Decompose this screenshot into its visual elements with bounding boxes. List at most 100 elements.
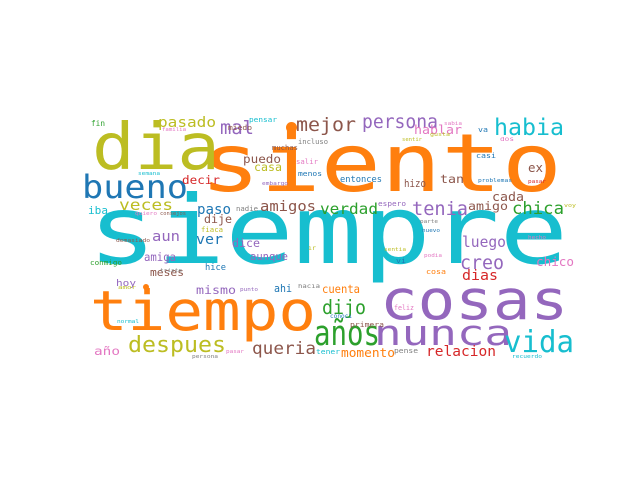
word-entonces: entonces — [340, 173, 383, 185]
word-salir: salir — [296, 157, 318, 166]
word-espero: espero — [378, 199, 406, 208]
word-sentir: sentir — [402, 137, 422, 144]
word-cosas: cosas — [380, 268, 569, 333]
word-conmigo: conmigo — [90, 258, 123, 267]
word-dia: dia — [92, 110, 220, 186]
word-persona: persona — [362, 112, 438, 134]
word-meses: meses — [150, 267, 185, 280]
word-fiaca: fiaca — [201, 225, 223, 234]
word-amiga: amiga — [144, 250, 176, 265]
word-mejor: mejor — [296, 115, 357, 137]
word-casi: casi — [476, 151, 496, 160]
word-feliz: feliz — [394, 303, 415, 312]
word-amigo: amigo — [468, 199, 508, 214]
word-paso: paso — [197, 201, 231, 218]
word-voy: voy — [564, 203, 577, 210]
word-ver: ver — [196, 231, 223, 248]
word-ex: ex — [528, 160, 544, 176]
word-casa: casa — [254, 160, 283, 175]
word-amor: amor — [118, 285, 136, 292]
word-amigos: amigos — [260, 198, 317, 215]
word-nunca: nunca — [374, 313, 513, 354]
word-iba: iba — [88, 205, 108, 218]
word-siento: siento — [200, 115, 563, 210]
word-puedo: puedo — [243, 152, 281, 167]
word-verdad: verdad — [320, 199, 379, 218]
word-nadie: nadie — [236, 204, 258, 213]
word-aunque: aunque — [250, 251, 289, 264]
word-momento: momento — [341, 345, 395, 361]
word-problemas: problemas — [478, 178, 513, 185]
word-tenia: tenia — [412, 199, 468, 221]
word-gusta: gusta — [430, 132, 451, 139]
word-embargo: embargo — [262, 181, 289, 188]
word-cosa: cosa — [426, 267, 446, 276]
word-normal: normal — [117, 319, 140, 326]
word-nuevo: nuevo — [422, 228, 440, 235]
word-ir: ir — [308, 246, 316, 253]
word-siempre: siempre — [88, 175, 569, 286]
word-dias: dias — [462, 267, 498, 284]
word-fin: fin — [91, 118, 105, 128]
word-familia: familia — [162, 127, 187, 134]
word-cada: cada — [492, 189, 525, 205]
word-hablar: hablar — [414, 122, 463, 138]
dot-1 — [286, 122, 297, 133]
word-conoci: conoci — [330, 314, 353, 321]
word-semana: semana — [138, 171, 161, 178]
word-dice: dice — [232, 236, 261, 251]
word-dos: dos — [500, 137, 514, 144]
word-dijo: dijo — [322, 296, 366, 320]
word-pasar: pasar — [226, 349, 244, 356]
word-aun: aun — [152, 228, 181, 245]
word-bueno: bueno — [82, 168, 189, 207]
word-hoy: hoy — [116, 277, 136, 289]
word-chico: chico — [536, 254, 574, 270]
word-dije: dije — [204, 212, 233, 227]
word-relacion: relacion — [426, 343, 496, 360]
word-tener: tener — [316, 347, 341, 356]
word-hizo: hizo — [404, 178, 427, 191]
word-triste: triste — [160, 268, 183, 275]
word-consejos: consejos — [160, 211, 186, 218]
word-vida: vida — [504, 324, 574, 360]
word-cuenta: cuenta — [322, 282, 361, 297]
word-muchas: muchas — [272, 143, 299, 152]
word-incluso: incluso — [298, 137, 329, 146]
word-mismo: mismo — [196, 283, 236, 298]
word-recuerdo: recuerdo — [512, 354, 542, 361]
word-sabia: sabia — [444, 121, 462, 128]
word-pense: pense — [394, 346, 419, 355]
word-vi: vi — [396, 256, 406, 265]
word-queria: queria — [252, 339, 316, 360]
word-pasar: pasar — [528, 179, 546, 186]
word-mal: mal — [220, 118, 255, 140]
word-parte: parte — [420, 219, 438, 226]
word-hice: hice — [205, 261, 226, 273]
word-hacia: hacia — [298, 284, 321, 291]
word-veces: veces — [119, 195, 174, 214]
word-creo: creo — [460, 253, 504, 275]
word-años: años — [314, 313, 380, 354]
word-quiero: quiero — [135, 211, 158, 218]
word-miedo: miedo — [228, 123, 253, 132]
word-demasiado: demasiado — [116, 238, 151, 245]
word-despues: despues — [128, 332, 226, 358]
word-chica: chica — [512, 199, 564, 220]
word-ahi: ahi — [274, 283, 292, 296]
word-sentia: sentia — [384, 247, 407, 254]
word-pensar: pensar — [249, 115, 277, 124]
word-pasado: pasado — [158, 114, 217, 131]
dot-2 — [143, 284, 149, 290]
word-va: va — [478, 125, 488, 134]
word-persona: persona — [192, 354, 219, 361]
word-luego: luego — [462, 232, 506, 251]
word-hecho: hecho — [528, 235, 546, 242]
word-tiempo: tiempo — [90, 279, 317, 344]
word-habia: habia — [494, 114, 565, 141]
word-tan: tan — [440, 172, 465, 187]
word-punto: punto — [240, 287, 258, 294]
word-podia: podia — [424, 253, 442, 260]
word-primera: primera — [350, 320, 385, 329]
